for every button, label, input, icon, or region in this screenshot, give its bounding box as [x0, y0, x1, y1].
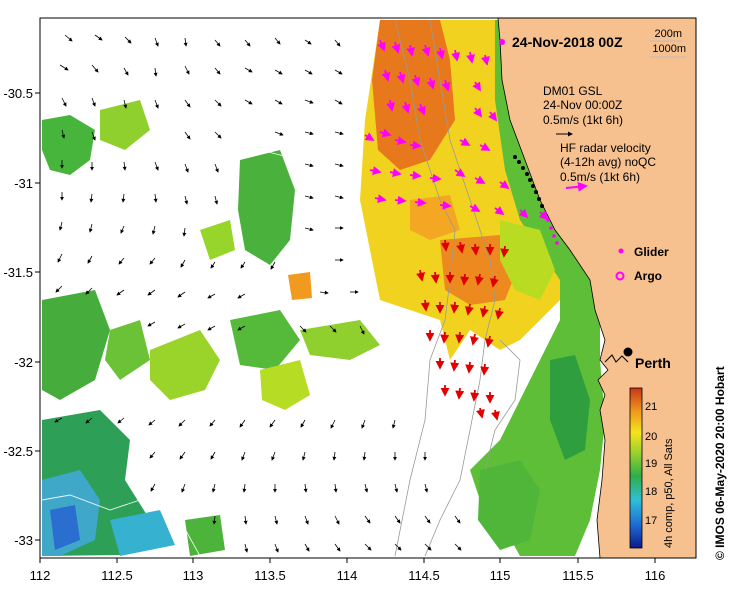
colorbar-tick: 20 [645, 431, 657, 443]
y-tick-label: -31 [14, 176, 33, 191]
sst-patch-west [42, 115, 95, 175]
sst-patch-west [300, 320, 380, 360]
sst-patch-east-isolated [288, 272, 312, 300]
x-tick-label: 114.5 [408, 568, 440, 583]
colorbar [629, 387, 643, 549]
x-tick-label: 112 [30, 568, 51, 583]
x-tick-label: 112.5 [101, 568, 133, 583]
sst-patch-southwest [185, 515, 225, 556]
sst-south-patch [478, 460, 540, 550]
x-tick-label: 114 [337, 568, 358, 583]
bathy-1000-label: 1000m [652, 43, 686, 55]
sst-patch-southwest [110, 510, 175, 556]
y-tick-label: -32.5 [3, 444, 33, 459]
sst-patch-west [230, 310, 300, 370]
x-axis-labels: 112 112.5 113 113.5 114 114.5 115 115.5 … [30, 568, 666, 583]
y-tick-label: -33 [14, 533, 33, 548]
x-tick-label: 113 [183, 568, 204, 583]
perth-label: Perth [635, 355, 671, 371]
marker-legend: Glider Argo [615, 245, 669, 283]
hf-line2: (4-12h avg) noQC [560, 155, 656, 169]
perth-marker [623, 347, 633, 357]
sst-patch-west [238, 150, 295, 265]
hf-line3: 0.5m/s (1kt 6h) [560, 170, 640, 184]
sst-warm-core [372, 20, 455, 170]
glider-track [513, 155, 544, 208]
glider-track-recent [543, 211, 559, 245]
y-tick-label: -32 [14, 355, 33, 370]
hf-radar-vectors-red [416, 239, 510, 421]
perth-coast-squiggle [604, 354, 629, 363]
credit-text: © IMOS 06-May-2020 20:00 Hobart [713, 366, 727, 560]
y-axis-labels: -30.5 -31 -31.5 -32 -32.5 -33 [3, 86, 33, 548]
model-current-vectors [54, 34, 462, 553]
x-tick-label: 115.5 [562, 568, 594, 583]
sst-coastal-strip [550, 355, 590, 460]
colorbar-tick: 19 [645, 458, 657, 470]
x-tick-label: 116 [645, 568, 666, 583]
colorbar-ticks: 21 20 19 18 17 [645, 401, 657, 527]
sst-patch-west [260, 360, 310, 410]
gsl-line3: 0.5m/s (1kt 6h) [543, 113, 623, 127]
sst-coastal-strip [500, 220, 555, 300]
title-bullet [499, 39, 505, 45]
gsl-line1: DM01 GSL [543, 84, 603, 98]
x-tick-label: 115 [490, 568, 511, 583]
glider-legend-icon [618, 248, 624, 254]
sst-patch-west [200, 220, 235, 260]
sst-patches [42, 20, 605, 556]
hf-line1: HF radar velocity [560, 141, 651, 155]
plot-frame [39, 17, 697, 559]
gsl-legend: DM01 GSL 24-Nov 00:00Z 0.5m/s (1kt 6h) [543, 84, 623, 137]
contours-white [41, 19, 301, 557]
colorbar-tick: 18 [645, 486, 657, 498]
sst-patch-west [42, 290, 110, 400]
hf-radar-vectors-magenta [364, 39, 549, 221]
colorbar-tick: 17 [645, 515, 657, 527]
x-tick-label: 113.5 [254, 568, 286, 583]
gsl-line2: 24-Nov 00:00Z [543, 98, 622, 112]
glider-legend-label: Glider [634, 245, 669, 259]
argo-legend-label: Argo [634, 269, 662, 283]
map-title: 24-Nov-2018 00Z [512, 34, 623, 50]
y-tick-label: -30.5 [3, 86, 33, 101]
sst-patch-west [105, 320, 150, 380]
bathymetry-legend: 200m 1000m [650, 28, 686, 58]
bathy-200-label: 200m [654, 28, 682, 40]
colorbar-label: 4h comp, p50, All Sats [663, 438, 675, 548]
colorbar-tick: 21 [645, 401, 657, 413]
hf-scale-arrow [565, 181, 588, 192]
land-mass [497, 17, 697, 559]
axis-ticks [35, 92, 656, 563]
hf-legend: HF radar velocity (4-12h avg) noQC 0.5m/… [560, 141, 656, 192]
sst-patch-southwest [50, 505, 80, 550]
sst-patch-west [150, 330, 220, 400]
y-tick-label: -31.5 [3, 265, 33, 280]
argo-legend-icon [615, 271, 625, 281]
sst-patch-west [100, 100, 150, 150]
